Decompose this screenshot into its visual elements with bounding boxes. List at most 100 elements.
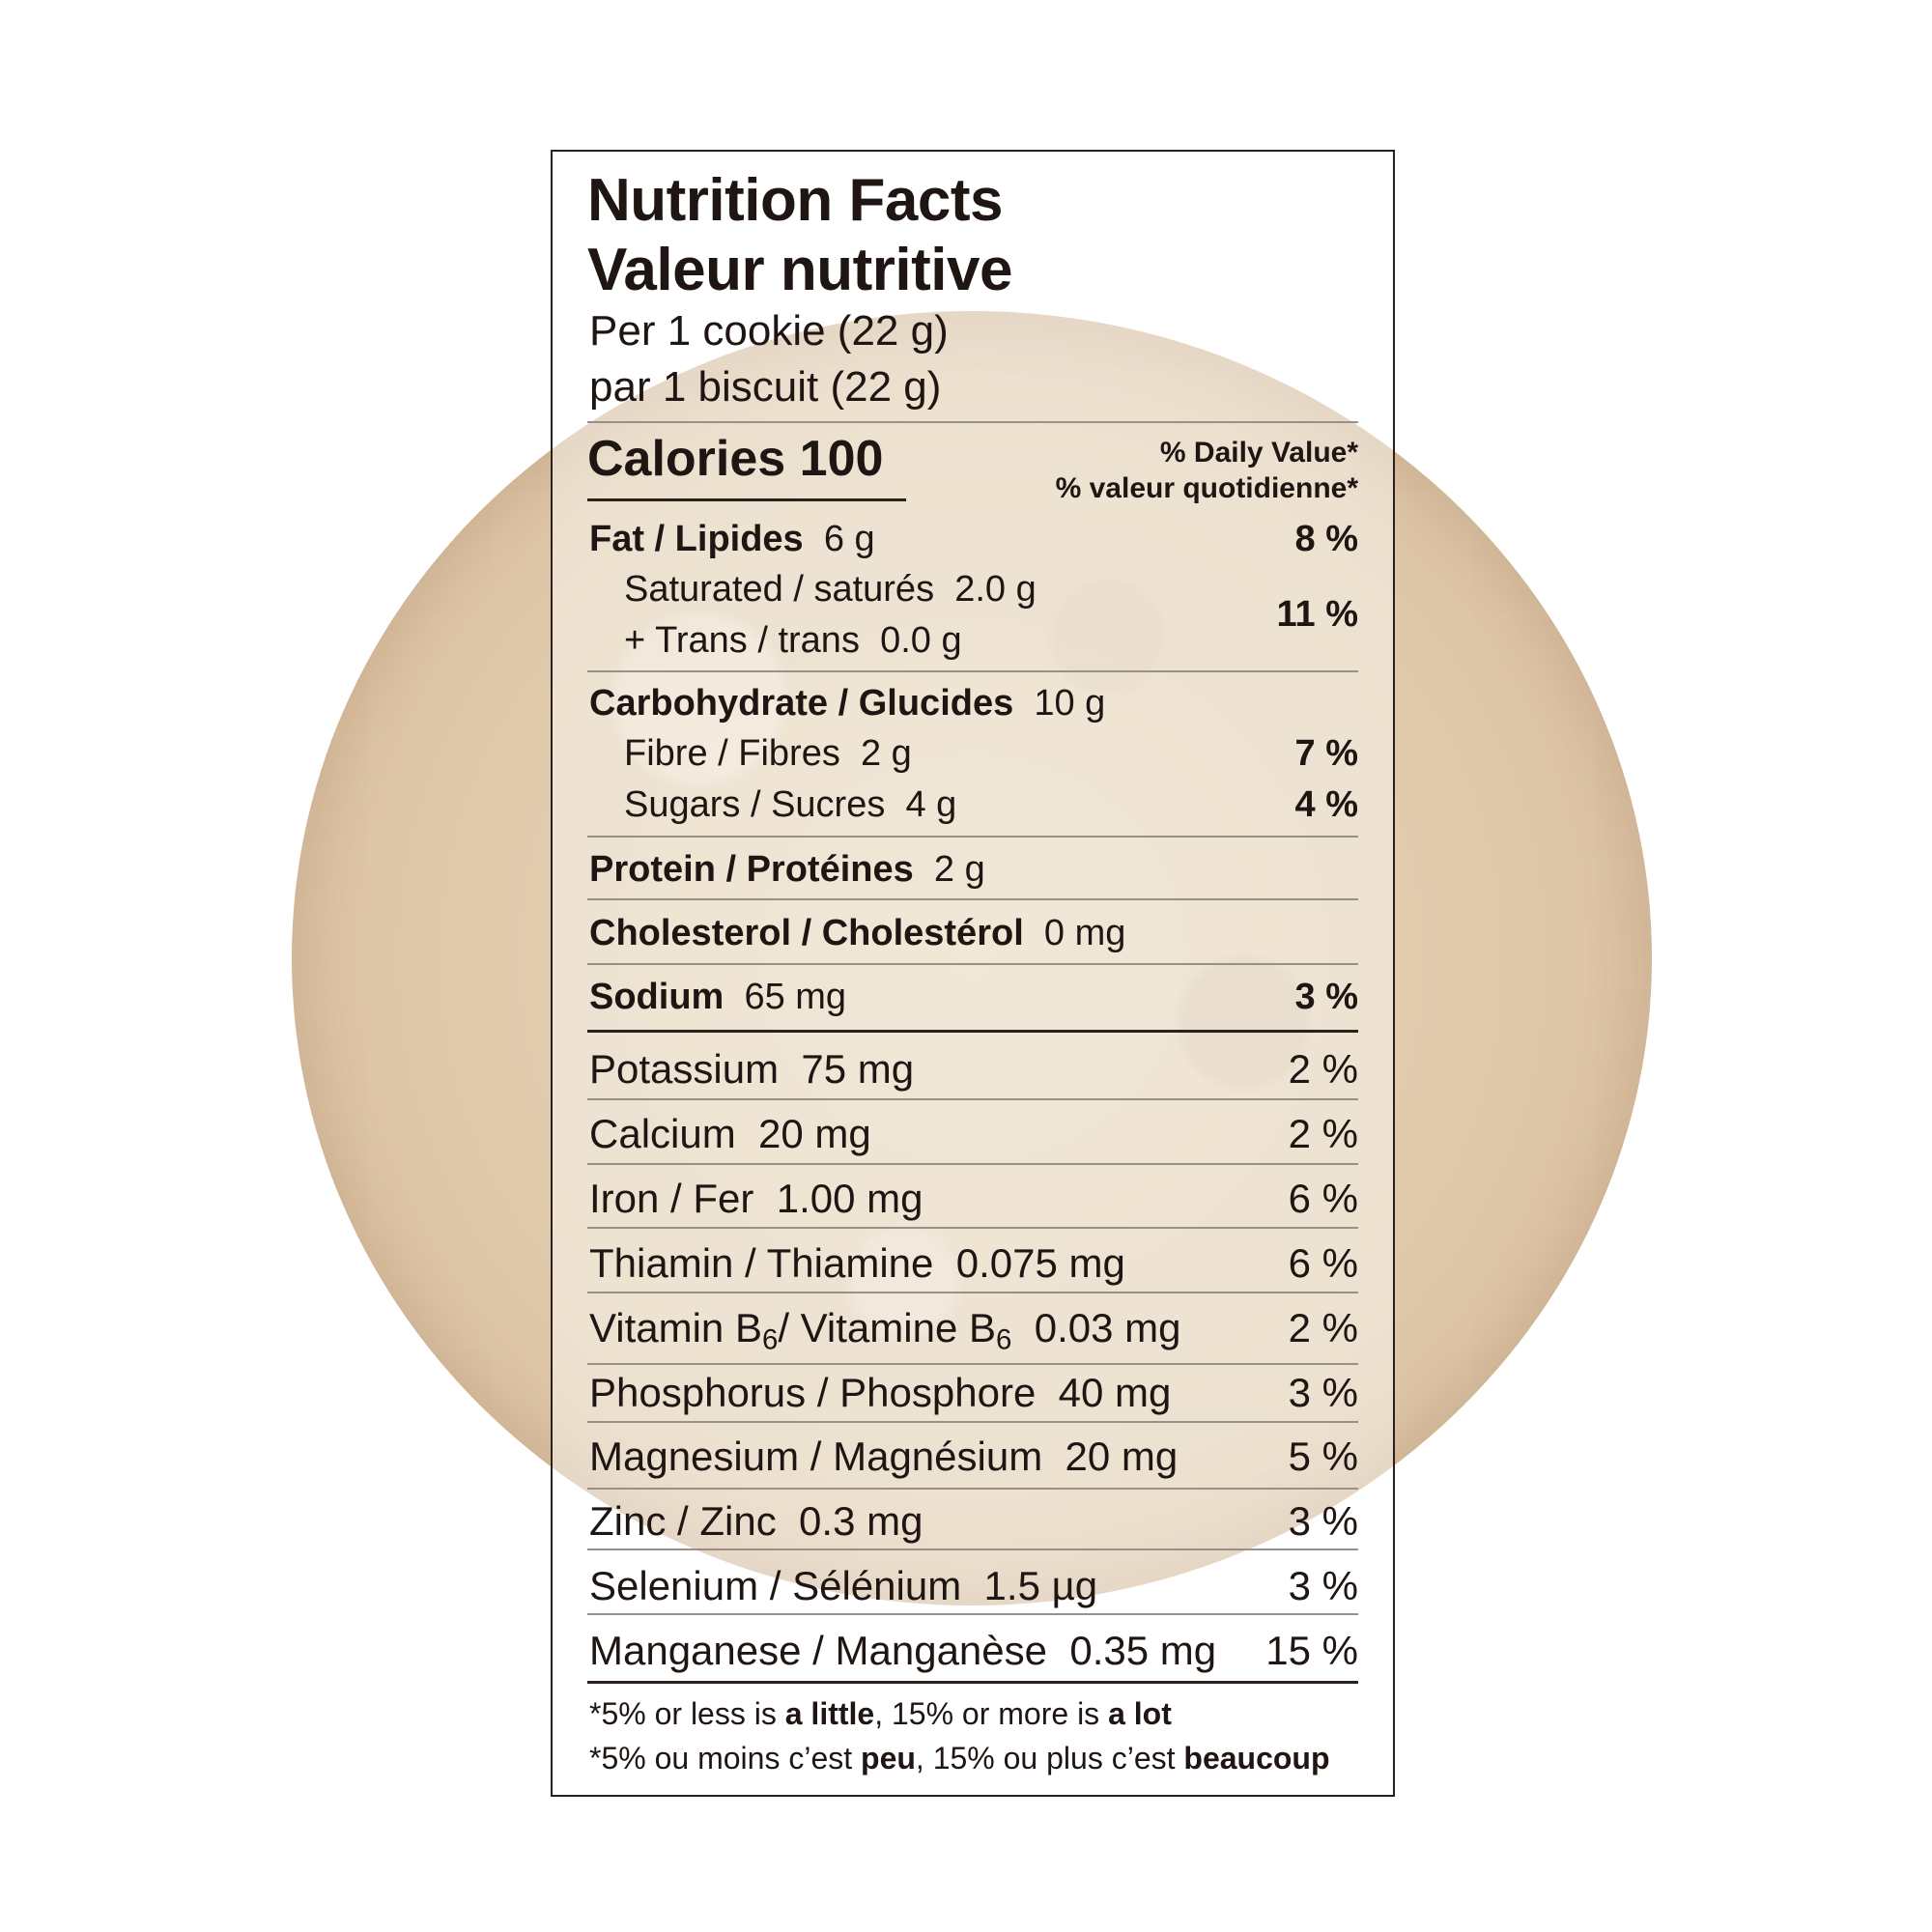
vitamin-b6-subscript: 6: [761, 1323, 779, 1356]
phosphorus-amount: 40 mg: [1058, 1370, 1172, 1415]
sugars-line: Sugars / Sucres 4 g: [624, 786, 956, 823]
daily-value-header-english: % Daily Value*: [1159, 437, 1358, 469]
sodium-label: Sodium: [589, 977, 724, 1017]
sodium-line: Sodium 65 mg: [589, 979, 846, 1015]
fibre-line: Fibre / Fibres 2 g: [624, 735, 912, 772]
divider: [587, 670, 1358, 672]
divider: [587, 1363, 1358, 1365]
sat-trans-percent: 11 %: [1276, 594, 1358, 635]
manganese-line: Manganese / Manganèse 0.35 mg: [589, 1631, 1216, 1671]
zinc-percent: 3 %: [1288, 1498, 1358, 1544]
potassium-label: Potassium: [589, 1046, 780, 1092]
calories-line: Calories 100: [587, 434, 883, 484]
trans-label: + Trans / trans: [624, 620, 860, 661]
panel-content: Nutrition Facts Valeur nutritive Per 1 c…: [587, 152, 1358, 1795]
sugars-label: Sugars / Sucres: [624, 784, 886, 825]
fat-percent: 8 %: [1294, 519, 1358, 559]
protein-line: Protein / Protéines 2 g: [589, 851, 985, 888]
iron-line: Iron / Fer 1.00 mg: [589, 1179, 923, 1219]
serving-size-english: Per 1 cookie (22 g): [589, 307, 949, 355]
carbohydrate-amount: 10 g: [1034, 683, 1106, 724]
trans-line: + Trans / trans 0.0 g: [624, 622, 962, 659]
sugars-amount: 4 g: [905, 784, 957, 825]
vitamin-b6-label-en: Vitamin B: [589, 1305, 762, 1350]
vitamin-b6-label-fr: / Vitamine B: [778, 1305, 997, 1350]
sodium-amount: 65 mg: [744, 977, 847, 1017]
calcium-amount: 20 mg: [758, 1111, 871, 1156]
fat-line: Fat / Lipides 6 g: [589, 521, 875, 557]
divider: [587, 836, 1358, 838]
footnote-fr-part: , 15% ou plus c’est: [915, 1741, 1184, 1776]
vitamin-b6-line: Vitamin B6/ Vitamine B6 0.03 mg: [589, 1308, 1180, 1354]
divider: [587, 963, 1358, 965]
fibre-percent: 7 %: [1294, 733, 1358, 774]
divider: [587, 1421, 1358, 1423]
fibre-amount: 2 g: [860, 733, 912, 774]
thiamin-label: Thiamin / Thiamine: [589, 1240, 934, 1286]
title-french: Valeur nutritive: [587, 237, 1012, 303]
fat-amount: 6 g: [823, 519, 875, 559]
magnesium-percent: 5 %: [1288, 1434, 1358, 1479]
divider: [587, 1548, 1358, 1550]
magnesium-line: Magnesium / Magnésium 20 mg: [589, 1436, 1178, 1477]
footnote-en-part: , 15% or more is: [874, 1696, 1109, 1731]
title-english: Nutrition Facts: [587, 167, 1003, 234]
potassium-percent: 2 %: [1288, 1046, 1358, 1092]
divider: [587, 1163, 1358, 1165]
vitamin-b6-subscript-fr: 6: [996, 1323, 1012, 1356]
potassium-amount: 75 mg: [801, 1046, 915, 1092]
nutrition-facts-panel: Nutrition Facts Valeur nutritive Per 1 c…: [551, 150, 1395, 1797]
footnote-fr-part: *5% ou moins c’est: [589, 1741, 862, 1776]
iron-label: Iron / Fer: [589, 1176, 754, 1221]
calcium-percent: 2 %: [1288, 1111, 1358, 1156]
vitamin-b6-percent: 2 %: [1288, 1305, 1358, 1350]
footnote-english: *5% or less is a little, 15% or more is …: [589, 1698, 1172, 1729]
thiamin-line: Thiamin / Thiamine 0.075 mg: [589, 1243, 1125, 1284]
fibre-label: Fibre / Fibres: [624, 733, 840, 774]
carbohydrate-label: Carbohydrate / Glucides: [589, 683, 1014, 724]
divider: [587, 898, 1358, 900]
selenium-percent: 3 %: [1288, 1563, 1358, 1608]
divider: [587, 1613, 1358, 1615]
serving-size-french: par 1 biscuit (22 g): [589, 363, 942, 411]
footnote-french: *5% ou moins c’est peu, 15% ou plus c’es…: [589, 1743, 1330, 1774]
divider: [587, 1098, 1358, 1100]
cholesterol-amount: 0 mg: [1043, 913, 1126, 953]
footnote-fr-bold: beaucoup: [1183, 1741, 1330, 1776]
saturated-label: Saturated / saturés: [624, 569, 935, 610]
thick-divider: [587, 1030, 1358, 1033]
cholesterol-line: Cholesterol / Cholestérol 0 mg: [589, 915, 1125, 952]
fat-label: Fat / Lipides: [589, 519, 804, 559]
saturated-amount: 2.0 g: [954, 569, 1037, 610]
trans-amount: 0.0 g: [880, 620, 962, 661]
divider: [587, 1488, 1358, 1490]
daily-value-header-french: % valeur quotidienne*: [1055, 472, 1358, 504]
phosphorus-percent: 3 %: [1288, 1370, 1358, 1415]
cookie-background-image: [292, 311, 1652, 1605]
magnesium-amount: 20 mg: [1065, 1434, 1179, 1479]
selenium-amount: 1.5 µg: [983, 1563, 1098, 1608]
divider: [587, 1227, 1358, 1229]
footnote-en-part: *5% or less is: [589, 1696, 785, 1731]
sugars-percent: 4 %: [1294, 784, 1358, 825]
zinc-label: Zinc / Zinc: [589, 1498, 777, 1544]
footnote-en-bold: a lot: [1108, 1696, 1172, 1731]
vitamin-b6-amount: 0.03 mg: [1034, 1305, 1181, 1350]
thiamin-amount: 0.075 mg: [955, 1240, 1125, 1286]
carbohydrate-line: Carbohydrate / Glucides 10 g: [589, 685, 1105, 722]
selenium-label: Selenium / Sélénium: [589, 1563, 962, 1608]
potassium-line: Potassium 75 mg: [589, 1049, 914, 1090]
cholesterol-label: Cholesterol / Cholestérol: [589, 913, 1024, 953]
manganese-percent: 15 %: [1265, 1628, 1358, 1673]
sodium-percent: 3 %: [1294, 977, 1358, 1017]
calories-underline: [587, 498, 906, 501]
phosphorus-label: Phosphorus / Phosphore: [589, 1370, 1037, 1415]
zinc-line: Zinc / Zinc 0.3 mg: [589, 1501, 923, 1542]
divider: [587, 421, 1358, 423]
protein-label: Protein / Protéines: [589, 849, 914, 890]
thiamin-percent: 6 %: [1288, 1240, 1358, 1286]
footnote-fr-bold: peu: [861, 1741, 916, 1776]
footnote-en-bold: a little: [784, 1696, 875, 1731]
thick-divider: [587, 1681, 1358, 1684]
calories-value: 100: [799, 431, 884, 487]
